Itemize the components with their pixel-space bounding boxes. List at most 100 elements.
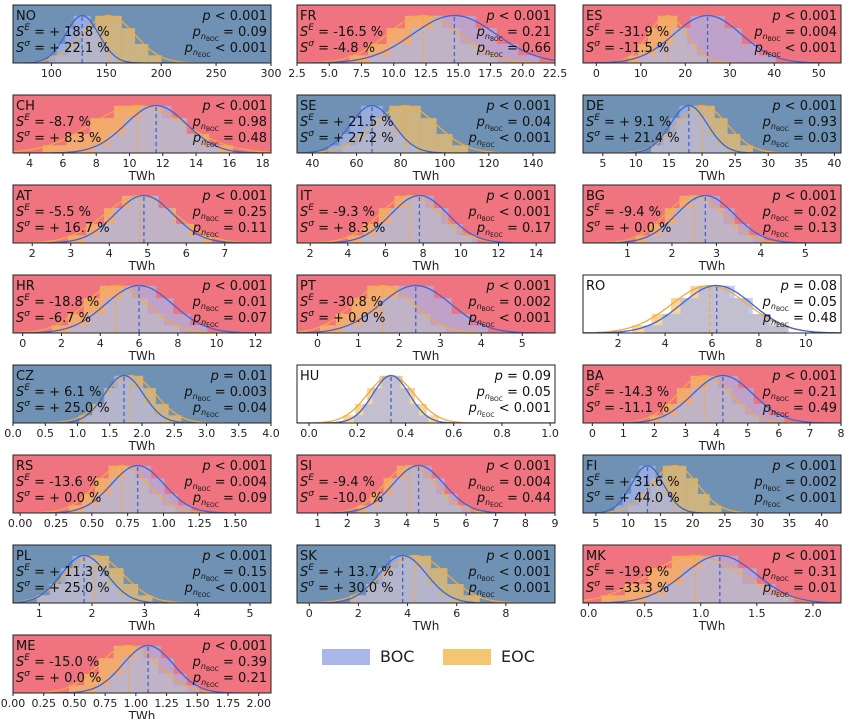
x-axis-label: TWh (412, 169, 440, 183)
hist-bar-boc (114, 208, 130, 243)
stat-peoc: pnEOC < 0.001 (754, 491, 837, 509)
x-tick-label: 6 (775, 427, 782, 440)
panel-frame (582, 364, 842, 424)
hist-bar-eoc (709, 505, 722, 513)
hist-bar-boc (118, 595, 131, 603)
legend-boc-swatch (322, 648, 370, 665)
legend-eoc-label: EOC (501, 647, 535, 666)
hist-bar-boc (156, 105, 172, 153)
stat-se-value: + 9.1 % (619, 115, 671, 130)
x-tick-label: 2.5 (288, 67, 306, 80)
stat-pboc-value: = 0.98 (223, 115, 267, 130)
stat-se-value: + 6.1 % (49, 385, 101, 400)
stat-peoc: pnEOC = 0.09 (192, 491, 267, 509)
x-axis-label: TWh (698, 619, 726, 633)
stat-ssigma-value: + 8.3 % (333, 221, 385, 236)
hist-bar-boc (433, 15, 455, 63)
stat-ssigma: Sσ = + 30.0 % (300, 579, 394, 596)
stat-peoc-value: < 0.001 (499, 131, 551, 146)
hist-bar-boc (469, 325, 488, 333)
x-tick-label: 1 (36, 607, 43, 620)
stat-ssigma: Sσ = + 16.7 % (16, 219, 110, 236)
stat-ssigma-value: + 25.0 % (49, 581, 109, 596)
stat-peoc-value: < 0.001 (499, 401, 551, 416)
stat-peoc-value: < 0.001 (499, 581, 551, 596)
hist-bar-boc (87, 313, 105, 333)
x-tick-label: 14 (529, 247, 543, 260)
panel-frame (12, 544, 272, 604)
x-tick-label: 1.50 (185, 697, 210, 710)
stat-se: SE = -9.4 % (300, 473, 375, 490)
country-label: CZ (16, 369, 34, 384)
hist-bar-boc (775, 595, 794, 603)
hist-bar-boc (110, 478, 125, 513)
stat-se: SE = -14.3 % (586, 383, 669, 400)
kde-line-eoc (297, 374, 555, 423)
x-tick-label: 30 (723, 67, 737, 80)
x-tick-label: 0.25 (44, 517, 69, 530)
x-tick-label: 10 (454, 247, 468, 260)
hist-bar-eoc (436, 133, 453, 153)
stat-se: SE = -18.8 % (16, 293, 99, 310)
hist-bar-boc (719, 555, 739, 603)
hist-bar-boc (139, 285, 157, 333)
hist-bar-boc (623, 493, 632, 513)
x-tick-label: 1.0 (541, 427, 559, 440)
stat-pboc: pnBOC = 0.21 (476, 25, 551, 43)
hist-bar-boc (379, 298, 398, 333)
hist-bar-boc (94, 403, 105, 423)
x-tick-label: 10 (634, 67, 648, 80)
stat-peoc: pnEOC = 0.21 (192, 671, 267, 689)
x-axis-label: TWh (412, 619, 440, 633)
hist-bar-boc (454, 15, 476, 63)
stat-se-value: -13.6 % (49, 475, 99, 490)
x-axis-label: TWh (128, 259, 156, 273)
x-tick-label: 1 (620, 427, 627, 440)
stat-peoc: pnEOC < 0.001 (754, 41, 837, 59)
x-tick-label: 4 (26, 157, 33, 170)
x-tick-label: 2 (58, 337, 65, 350)
x-tick-label: 5 (144, 247, 151, 260)
stat-peoc-value: = 0.44 (507, 491, 551, 506)
country-label: ES (586, 9, 602, 24)
hist-bar-boc (433, 208, 449, 243)
stat-pboc: pnBOC = 0.93 (762, 115, 837, 133)
x-axis-label: TWh (128, 349, 156, 363)
hist-bar-boc (415, 285, 434, 333)
stat-p-value: < 0.001 (785, 99, 837, 114)
x-tick-label: 5.0 (321, 67, 339, 80)
x-tick-label: 8 (420, 247, 427, 260)
stat-peoc: pnEOC = 0.07 (192, 311, 267, 329)
stat-peoc-value: = 0.48 (223, 131, 267, 146)
stat-pboc: pnBOC = 0.25 (192, 205, 267, 223)
x-tick-label: 2.0 (804, 607, 822, 620)
stat-p: p < 0.001 (771, 9, 837, 24)
x-tick-label: 14 (189, 157, 203, 170)
country-label: DE (586, 99, 604, 114)
stat-se-value: -30.8 % (333, 295, 383, 310)
hist-bar-boc (48, 55, 57, 63)
hist-bar-boc (671, 505, 681, 513)
stat-pboc: pnBOC = 0.003 (183, 385, 267, 403)
x-tick-label: 0.0 (300, 427, 318, 440)
hist-bar-boc (752, 313, 771, 333)
hist-bar-boc (655, 478, 664, 513)
hist-bar-eoc (698, 493, 710, 513)
stat-ssigma: Sσ = + 21.4 % (586, 129, 680, 146)
stat-ssigma-value: + 0.0 % (49, 671, 101, 686)
hist-bar-boc (738, 568, 757, 603)
panel-frame (296, 544, 556, 604)
stat-se: SE = + 18.8 % (16, 23, 110, 40)
country-label: FI (586, 459, 597, 474)
hist-bar-boc (717, 145, 727, 153)
country-label: FR (300, 9, 317, 24)
hist-bar-boc (404, 195, 420, 243)
hist-bar-boc (137, 465, 152, 513)
hist-bar-eoc (168, 415, 182, 423)
